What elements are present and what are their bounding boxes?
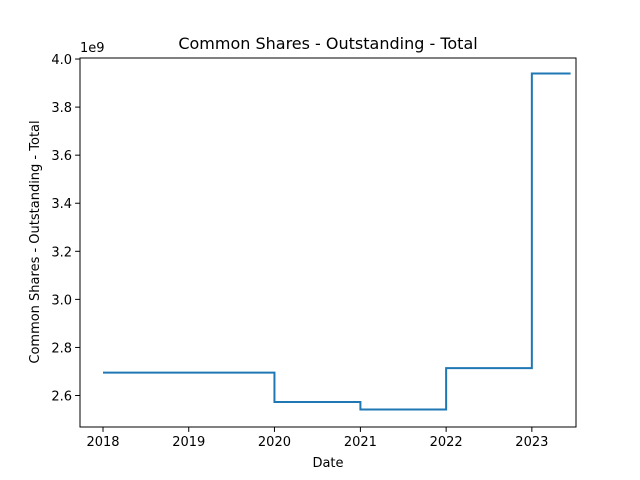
y-tick-label: 3.6 <box>51 149 72 164</box>
x-axis-title: Date <box>312 456 343 471</box>
y-offset-text: 1e9 <box>80 41 105 56</box>
x-tick-label: 2018 <box>86 435 119 450</box>
y-tick-label: 3.2 <box>51 245 72 260</box>
y-tick-label: 2.6 <box>51 390 72 405</box>
y-tick-label: 2.8 <box>51 341 72 356</box>
plot-area <box>103 72 571 411</box>
x-tick-label: 2021 <box>344 435 377 450</box>
y-tick-label: 3.8 <box>51 101 72 116</box>
x-tick-label: 2023 <box>515 435 548 450</box>
series-line-0 <box>103 72 571 411</box>
y-tick-label: 3.0 <box>51 293 72 308</box>
axes-frame <box>79 57 577 428</box>
y-axis-title: Common Shares - Outstanding - Total <box>28 120 43 363</box>
x-tick-label: 2020 <box>258 435 291 450</box>
axis-ticks: 2018 2019 2020 2021 2022 2023 2.6 2.8 3.0 3.2 3.4 3… <box>51 53 548 450</box>
x-tick-label: 2019 <box>172 435 205 450</box>
chart-title: Common Shares - Outstanding - Total <box>178 34 477 53</box>
x-tick-label: 2022 <box>430 435 463 450</box>
y-tick-label: 3.4 <box>51 197 72 212</box>
y-tick-label: 4.0 <box>51 53 72 68</box>
